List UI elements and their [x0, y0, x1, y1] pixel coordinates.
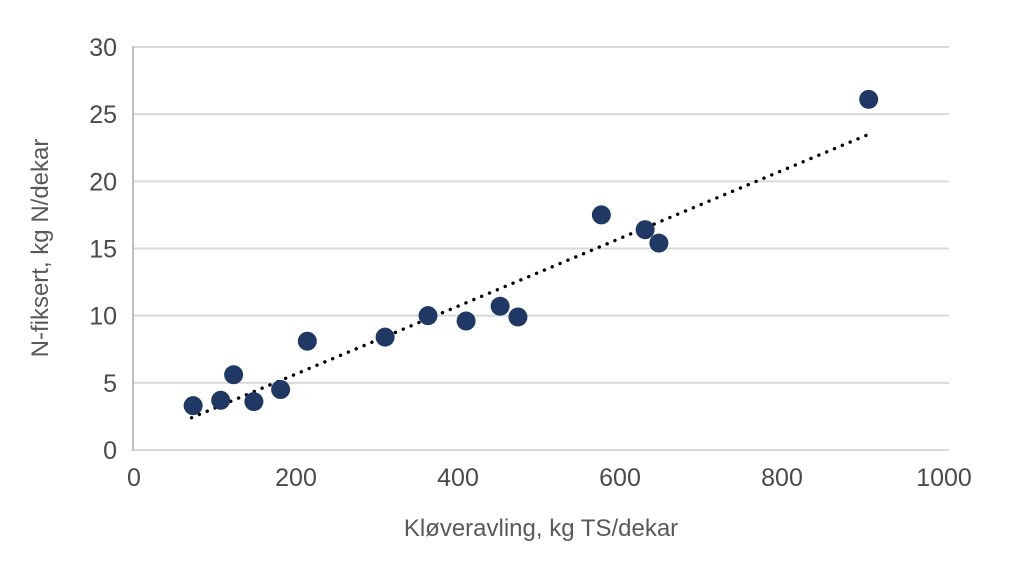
y-tick-label: 5 — [103, 370, 117, 398]
tick-labels: 0 5 10 15 20 25 30 0 200 400 600 800 1000 — [89, 34, 972, 492]
x-tick-label: 200 — [275, 464, 317, 492]
data-point — [297, 331, 317, 351]
y-tick-label: 15 — [89, 236, 117, 264]
data-point — [508, 307, 528, 327]
y-axis-title: N-fiksert, kg N/dekar — [27, 139, 54, 358]
data-point — [859, 89, 879, 109]
data-point — [375, 327, 395, 347]
x-tick-label: 600 — [599, 464, 641, 492]
data-points — [183, 89, 879, 416]
data-point — [591, 205, 611, 225]
x-tick-label: 1000 — [916, 464, 972, 492]
data-point — [271, 380, 291, 400]
y-tick-label: 20 — [89, 168, 117, 196]
data-point — [456, 311, 476, 331]
y-tick-label: 10 — [89, 303, 117, 331]
data-point — [490, 296, 510, 316]
trendline-group — [189, 132, 871, 420]
data-point — [224, 365, 244, 385]
gridlines — [133, 46, 949, 451]
data-point — [418, 306, 438, 326]
data-point — [244, 392, 264, 412]
x-tick-label: 0 — [127, 464, 141, 492]
y-tick-label: 25 — [89, 101, 117, 129]
y-tick-label: 0 — [103, 437, 117, 465]
trendline — [189, 132, 871, 420]
data-point — [635, 220, 655, 240]
y-tick-label: 30 — [89, 34, 117, 62]
data-point — [649, 233, 669, 253]
x-tick-label: 800 — [761, 464, 803, 492]
data-point — [183, 396, 203, 416]
x-axis-title: Kløveravling, kg TS/dekar — [404, 515, 678, 542]
data-point — [211, 390, 231, 410]
x-tick-label: 400 — [437, 464, 479, 492]
